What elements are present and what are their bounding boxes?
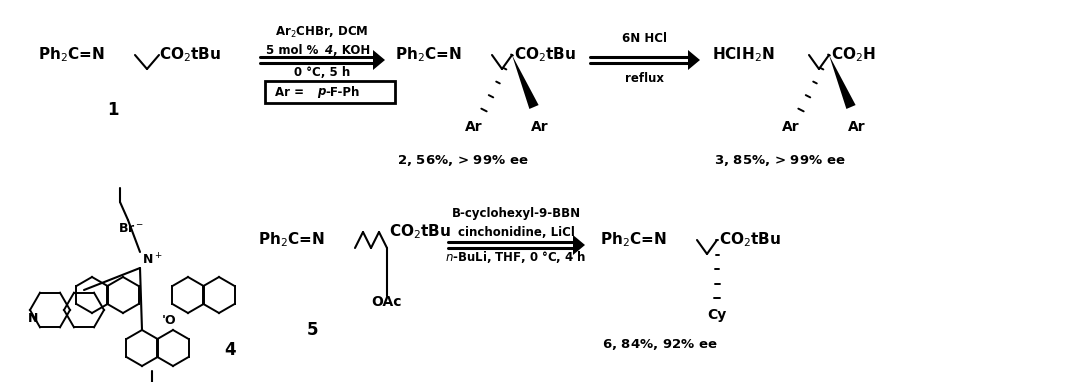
Text: B-cyclohexyl-9-BBN: B-cyclohexyl-9-BBN	[451, 207, 581, 220]
Text: Ar =: Ar =	[275, 86, 308, 99]
Text: Ph$_2$C=N: Ph$_2$C=N	[258, 231, 325, 249]
Text: , KOH: , KOH	[333, 44, 370, 57]
Text: $\mathbf{6}$, 84%, 92% ee: $\mathbf{6}$, 84%, 92% ee	[602, 338, 718, 353]
Text: N: N	[28, 311, 39, 324]
Text: reflux: reflux	[625, 71, 664, 84]
Text: Ar$_2$CHBr, DCM: Ar$_2$CHBr, DCM	[275, 24, 368, 40]
Text: Ph$_2$C=N: Ph$_2$C=N	[38, 46, 105, 64]
Text: 5 mol %: 5 mol %	[266, 44, 322, 57]
Text: 5: 5	[307, 321, 319, 339]
Text: $\mathbf{2}$, 56%, > 99% ee: $\mathbf{2}$, 56%, > 99% ee	[397, 152, 529, 167]
Text: CO$_2$tBu: CO$_2$tBu	[389, 223, 451, 241]
Text: Ph$_2$C=N: Ph$_2$C=N	[395, 46, 462, 64]
Text: Br$^-$: Br$^-$	[118, 222, 144, 235]
Text: CO$_2$tBu: CO$_2$tBu	[159, 46, 221, 64]
Text: Ph$_2$C=N: Ph$_2$C=N	[600, 231, 666, 249]
Text: Cy: Cy	[707, 308, 727, 322]
Text: cinchonidine, LiCl: cinchonidine, LiCl	[458, 227, 575, 240]
Polygon shape	[829, 55, 855, 109]
Polygon shape	[373, 50, 384, 70]
Text: 6N HCl: 6N HCl	[622, 31, 667, 44]
Text: CO$_2$tBu: CO$_2$tBu	[514, 46, 576, 64]
Text: $n$-BuLi, THF, 0 °C, 4 h: $n$-BuLi, THF, 0 °C, 4 h	[445, 249, 586, 265]
Text: $\mathbf{3}$, 85%, > 99% ee: $\mathbf{3}$, 85%, > 99% ee	[714, 152, 846, 167]
Text: 0 °C, 5 h: 0 °C, 5 h	[294, 65, 350, 78]
Text: Ar: Ar	[465, 120, 483, 134]
Text: 4: 4	[324, 44, 333, 57]
Text: Ar: Ar	[848, 120, 866, 134]
Polygon shape	[573, 235, 585, 255]
Bar	[265, 81, 395, 103]
Polygon shape	[688, 50, 700, 70]
Polygon shape	[512, 55, 539, 109]
Text: Ar: Ar	[782, 120, 800, 134]
Text: 'O: 'O	[162, 314, 177, 327]
Text: p: p	[318, 86, 325, 99]
Text: OAc: OAc	[372, 295, 402, 309]
Text: -F-Ph: -F-Ph	[325, 86, 360, 99]
Text: CO$_2$tBu: CO$_2$tBu	[719, 231, 781, 249]
Text: N$^+$: N$^+$	[141, 253, 163, 268]
Text: 4: 4	[225, 341, 235, 359]
Text: Ar: Ar	[531, 120, 549, 134]
Text: HClH$_2$N: HClH$_2$N	[712, 46, 774, 64]
Text: 1: 1	[107, 101, 119, 119]
Text: CO$_2$H: CO$_2$H	[831, 46, 876, 64]
